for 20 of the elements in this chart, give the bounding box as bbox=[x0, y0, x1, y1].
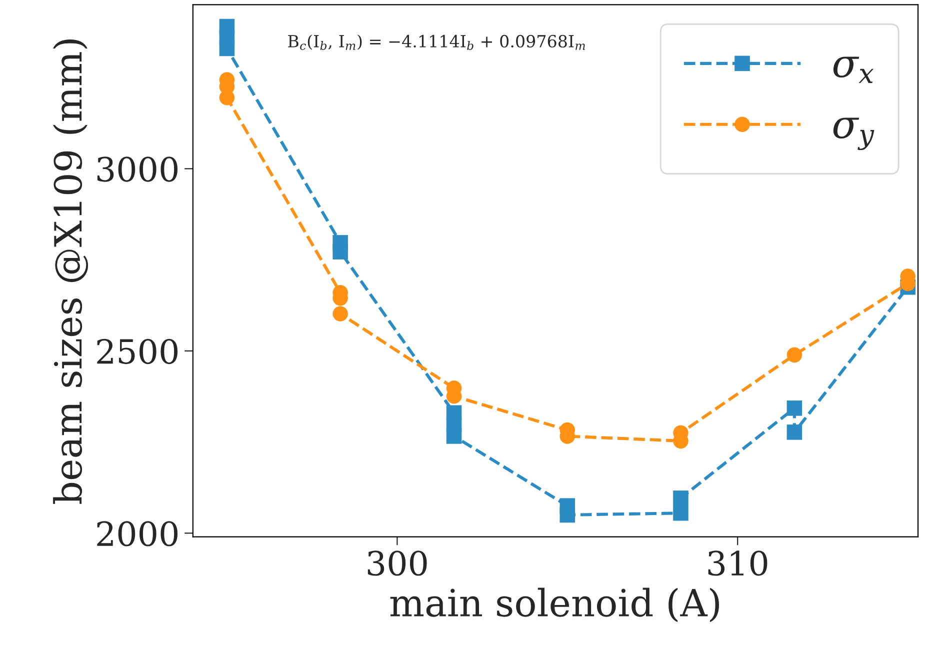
point bbox=[673, 505, 688, 521]
point bbox=[332, 244, 348, 260]
point bbox=[786, 400, 802, 416]
point bbox=[786, 424, 802, 440]
x-axis-title: main solenoid (A) bbox=[390, 588, 719, 622]
point bbox=[446, 428, 462, 444]
point bbox=[560, 507, 576, 523]
point bbox=[219, 40, 235, 56]
legend-label: σ$_{y}$ bbox=[833, 118, 874, 150]
y-axis-title: beam sizes @X109 (mm) bbox=[53, 39, 88, 504]
x-tick-label: 310 bbox=[708, 550, 768, 576]
y-tick-label: 3000 bbox=[97, 156, 178, 182]
x-tick-label: 300 bbox=[368, 550, 427, 576]
y-tick-label: 2500 bbox=[97, 338, 178, 364]
text: B$_{c}$(I$_{b}$, I$_{m}$) = −4.1114I$_{b}$ + 0.09768I$_{m}$ bbox=[288, 34, 585, 50]
point bbox=[673, 490, 688, 506]
legend-label: σ$_{x}$ bbox=[833, 56, 874, 84]
point bbox=[786, 347, 802, 363]
point bbox=[332, 306, 348, 322]
y-tick-label: 2000 bbox=[97, 521, 178, 546]
